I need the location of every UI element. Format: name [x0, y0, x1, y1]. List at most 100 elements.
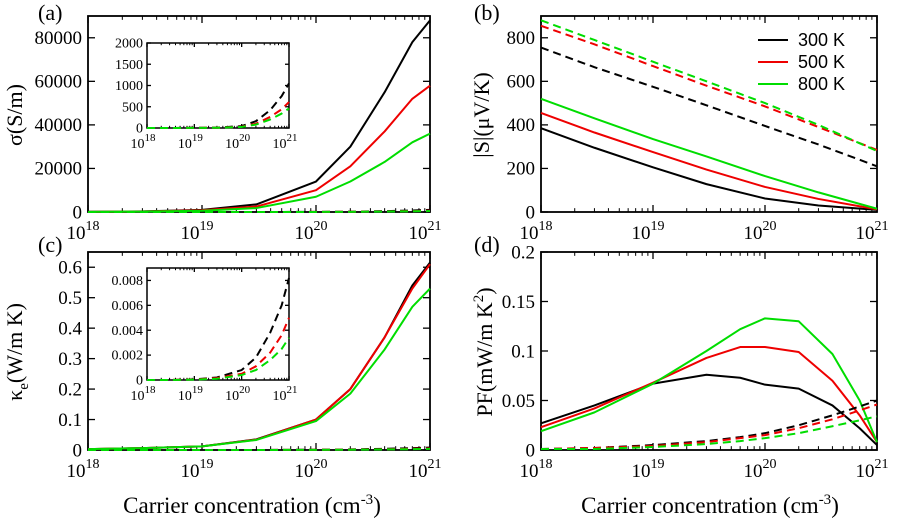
panel-d-x-tick-label: 1021	[856, 457, 889, 482]
panel-a-y-tick-label: 40000	[35, 115, 83, 136]
legend-label-300k: 300 K	[798, 30, 845, 50]
panel-c-plot: 0 0.1 0.2 0.3 0.4 0.5 0.6 1018 1019 1020 1021	[58, 251, 442, 482]
x-axis-label-right: Carrier concentration (cm-3)	[581, 492, 839, 518]
panel-d-y-tick-label: 0.15	[502, 292, 535, 313]
panel-a-inset-y-tick-label: 0	[136, 122, 143, 137]
legend-label-800k: 800 K	[798, 74, 845, 94]
panel-d-x-tick-label: 1019	[632, 457, 665, 482]
panel-c-inset: 0 0.002 0.004 0.006 0.008 1018 1019 1020 1021	[112, 267, 298, 404]
panel-a-y-tick-label: 60000	[35, 72, 83, 93]
panel-d-y-tick-label: 0.1	[511, 341, 535, 362]
panel-b-series-300k-dashed	[540, 46, 878, 168]
panel-c-x-tick-label: 1018	[67, 457, 100, 482]
panel-b-plot: 0 200 400 600 800 1018 1019 1020 1021	[507, 15, 889, 244]
panel-a-inset-y-tick-label: 1500	[115, 58, 143, 73]
panel-c-inset-y-tick-label: 0	[136, 374, 143, 389]
panel-a-inset-x-tick-label: 1018	[131, 132, 157, 152]
panel-c-y-tick-label: 0.2	[58, 379, 82, 400]
panel-d-y-tick-label: 0.2	[511, 242, 535, 263]
panel-a-inset-x-tick-label: 1021	[273, 132, 298, 152]
panel-a-plot: 0 20000 40000 60000 80000 1018 1019 1020 1021	[35, 15, 442, 244]
panel-a-inset-x-tick-label: 1020	[225, 132, 251, 152]
panel-c-inset-y-tick-label: 0.002	[112, 349, 144, 364]
x-axis-label-right-main: Carrier concentration (cm	[581, 493, 819, 518]
panel-b-y-tick-label: 800	[507, 28, 536, 49]
panel-a-inset-y-tick-label: 500	[122, 100, 143, 115]
panel-b-series-800k-solid	[540, 97, 878, 210]
panel-d-series-300k-dashed	[540, 399, 878, 451]
panel-a-x-tick-label: 1018	[67, 219, 100, 244]
panel-c-inset-x-tick-label: 1019	[178, 384, 204, 404]
panel-c-x-tick-label: 1019	[181, 457, 214, 482]
panel-a-inset-x-tick-label: 1019	[178, 132, 204, 152]
panel-c-inset-x-tick-label: 1020	[225, 384, 251, 404]
y-axis-label-b: |S|(μV/K)	[469, 72, 494, 157]
y-axis-label-c: κe(W/m K)	[2, 303, 32, 401]
panel-label-d: (d)	[474, 232, 500, 257]
panel-a-x-tick-label: 1021	[409, 219, 442, 244]
panel-c-x-tick-label: 1020	[295, 457, 328, 482]
panel-c-inset-x-tick-label: 1021	[273, 384, 298, 404]
panel-power-factor: (d) PF(mW/m K2)	[471, 232, 500, 417]
panel-c-inset-x-tick-label: 1018	[131, 384, 157, 404]
panel-a-inset: 0 500 1000 1500 2000 1018 1019 1020 1021	[115, 37, 298, 152]
y-axis-label-d-main: PF(mW/m K	[472, 302, 497, 416]
panel-a-x-tick-label: 1019	[181, 219, 214, 244]
x-axis-label-left-main: Carrier concentration (cm	[123, 493, 361, 518]
x-axis-label-left-end: )	[373, 493, 381, 518]
x-axis-label-left-sup: -3	[361, 492, 374, 508]
panel-a-y-tick-label: 20000	[35, 159, 83, 180]
panel-b-y-tick-label: 200	[507, 159, 536, 180]
panel-a-inset-y-tick-label: 1000	[115, 79, 143, 94]
panel-a-y-tick-label: 0	[73, 202, 83, 223]
x-axis-label-left: Carrier concentration (cm-3)	[123, 492, 381, 518]
panel-d-y-tick-label: 0.05	[502, 391, 535, 412]
y-axis-label-c-sub: e	[16, 383, 32, 390]
panel-b-axes-frame	[540, 15, 878, 213]
panel-c-inset-series-800k-dashed	[147, 337, 290, 381]
y-axis-label-c-main: κ	[2, 390, 27, 401]
legend: 300 K 500 K 800 K	[758, 30, 845, 94]
panel-c-y-tick-label: 0.5	[58, 288, 82, 309]
panel-c-series-800k-solid	[87, 287, 431, 451]
panel-a-y-tick-label: 80000	[35, 28, 83, 49]
panel-b-x-tick-label: 1018	[520, 219, 553, 244]
y-axis-label-c-rest: (W/m K)	[2, 303, 27, 383]
panel-c-inset-y-tick-label: 0.004	[112, 324, 144, 339]
panel-b-series-500k-solid	[540, 111, 878, 211]
panel-a-x-tick-label: 1020	[295, 219, 328, 244]
panel-b-x-tick-label: 1021	[856, 219, 889, 244]
panel-b-y-tick-label: 600	[507, 72, 536, 93]
panel-b-x-tick-label: 1019	[632, 219, 665, 244]
panel-label-a: (a)	[38, 0, 62, 25]
panel-c-y-tick-label: 0	[73, 440, 83, 461]
panel-d-series-800k-dashed	[541, 415, 878, 451]
panel-electronic-thermal-conductivity: (c) κe(W/m K)	[2, 232, 62, 401]
panel-seebeck: (b) |S|(μV/K)	[469, 0, 500, 158]
panel-b-series-500k-dashed	[540, 24, 878, 151]
panel-b-x-tick-label: 1020	[744, 219, 777, 244]
panel-label-c: (c)	[38, 232, 62, 257]
panel-b-series-800k-dashed	[540, 19, 878, 152]
panel-b-series-300k-solid	[540, 127, 878, 211]
y-axis-label-d-sup: 2	[471, 295, 487, 303]
panel-a-series-800k-dashed	[88, 210, 431, 213]
panel-c-inset-axes-frame	[146, 267, 290, 381]
panel-b-y-tick-label: 0	[526, 202, 536, 223]
legend-label-500k: 500 K	[798, 52, 845, 72]
panel-c-y-tick-label: 0.4	[58, 318, 82, 339]
panel-d-series-800k-solid	[540, 317, 878, 443]
panel-c-inset-y-tick-label: 0.006	[112, 299, 144, 314]
panel-d-plot: 0 0.05 0.1 0.15 0.2 1018 1019 1020 1021	[502, 242, 889, 482]
panel-c-inset-y-tick-label: 0.008	[112, 274, 144, 289]
panel-label-b: (b)	[474, 0, 500, 25]
panel-c-x-tick-label: 1021	[409, 457, 442, 482]
panel-c-y-tick-label: 0.1	[58, 410, 82, 431]
panel-conductivity: (a) σ(S/m)	[2, 0, 62, 146]
panel-d-y-tick-label: 0	[526, 440, 536, 461]
panel-b-y-tick-label: 400	[507, 115, 536, 136]
panel-d-series-500k-solid	[540, 346, 878, 443]
x-axis-label-right-sup: -3	[819, 492, 832, 508]
panel-c-series-800k-dashed	[88, 447, 431, 451]
